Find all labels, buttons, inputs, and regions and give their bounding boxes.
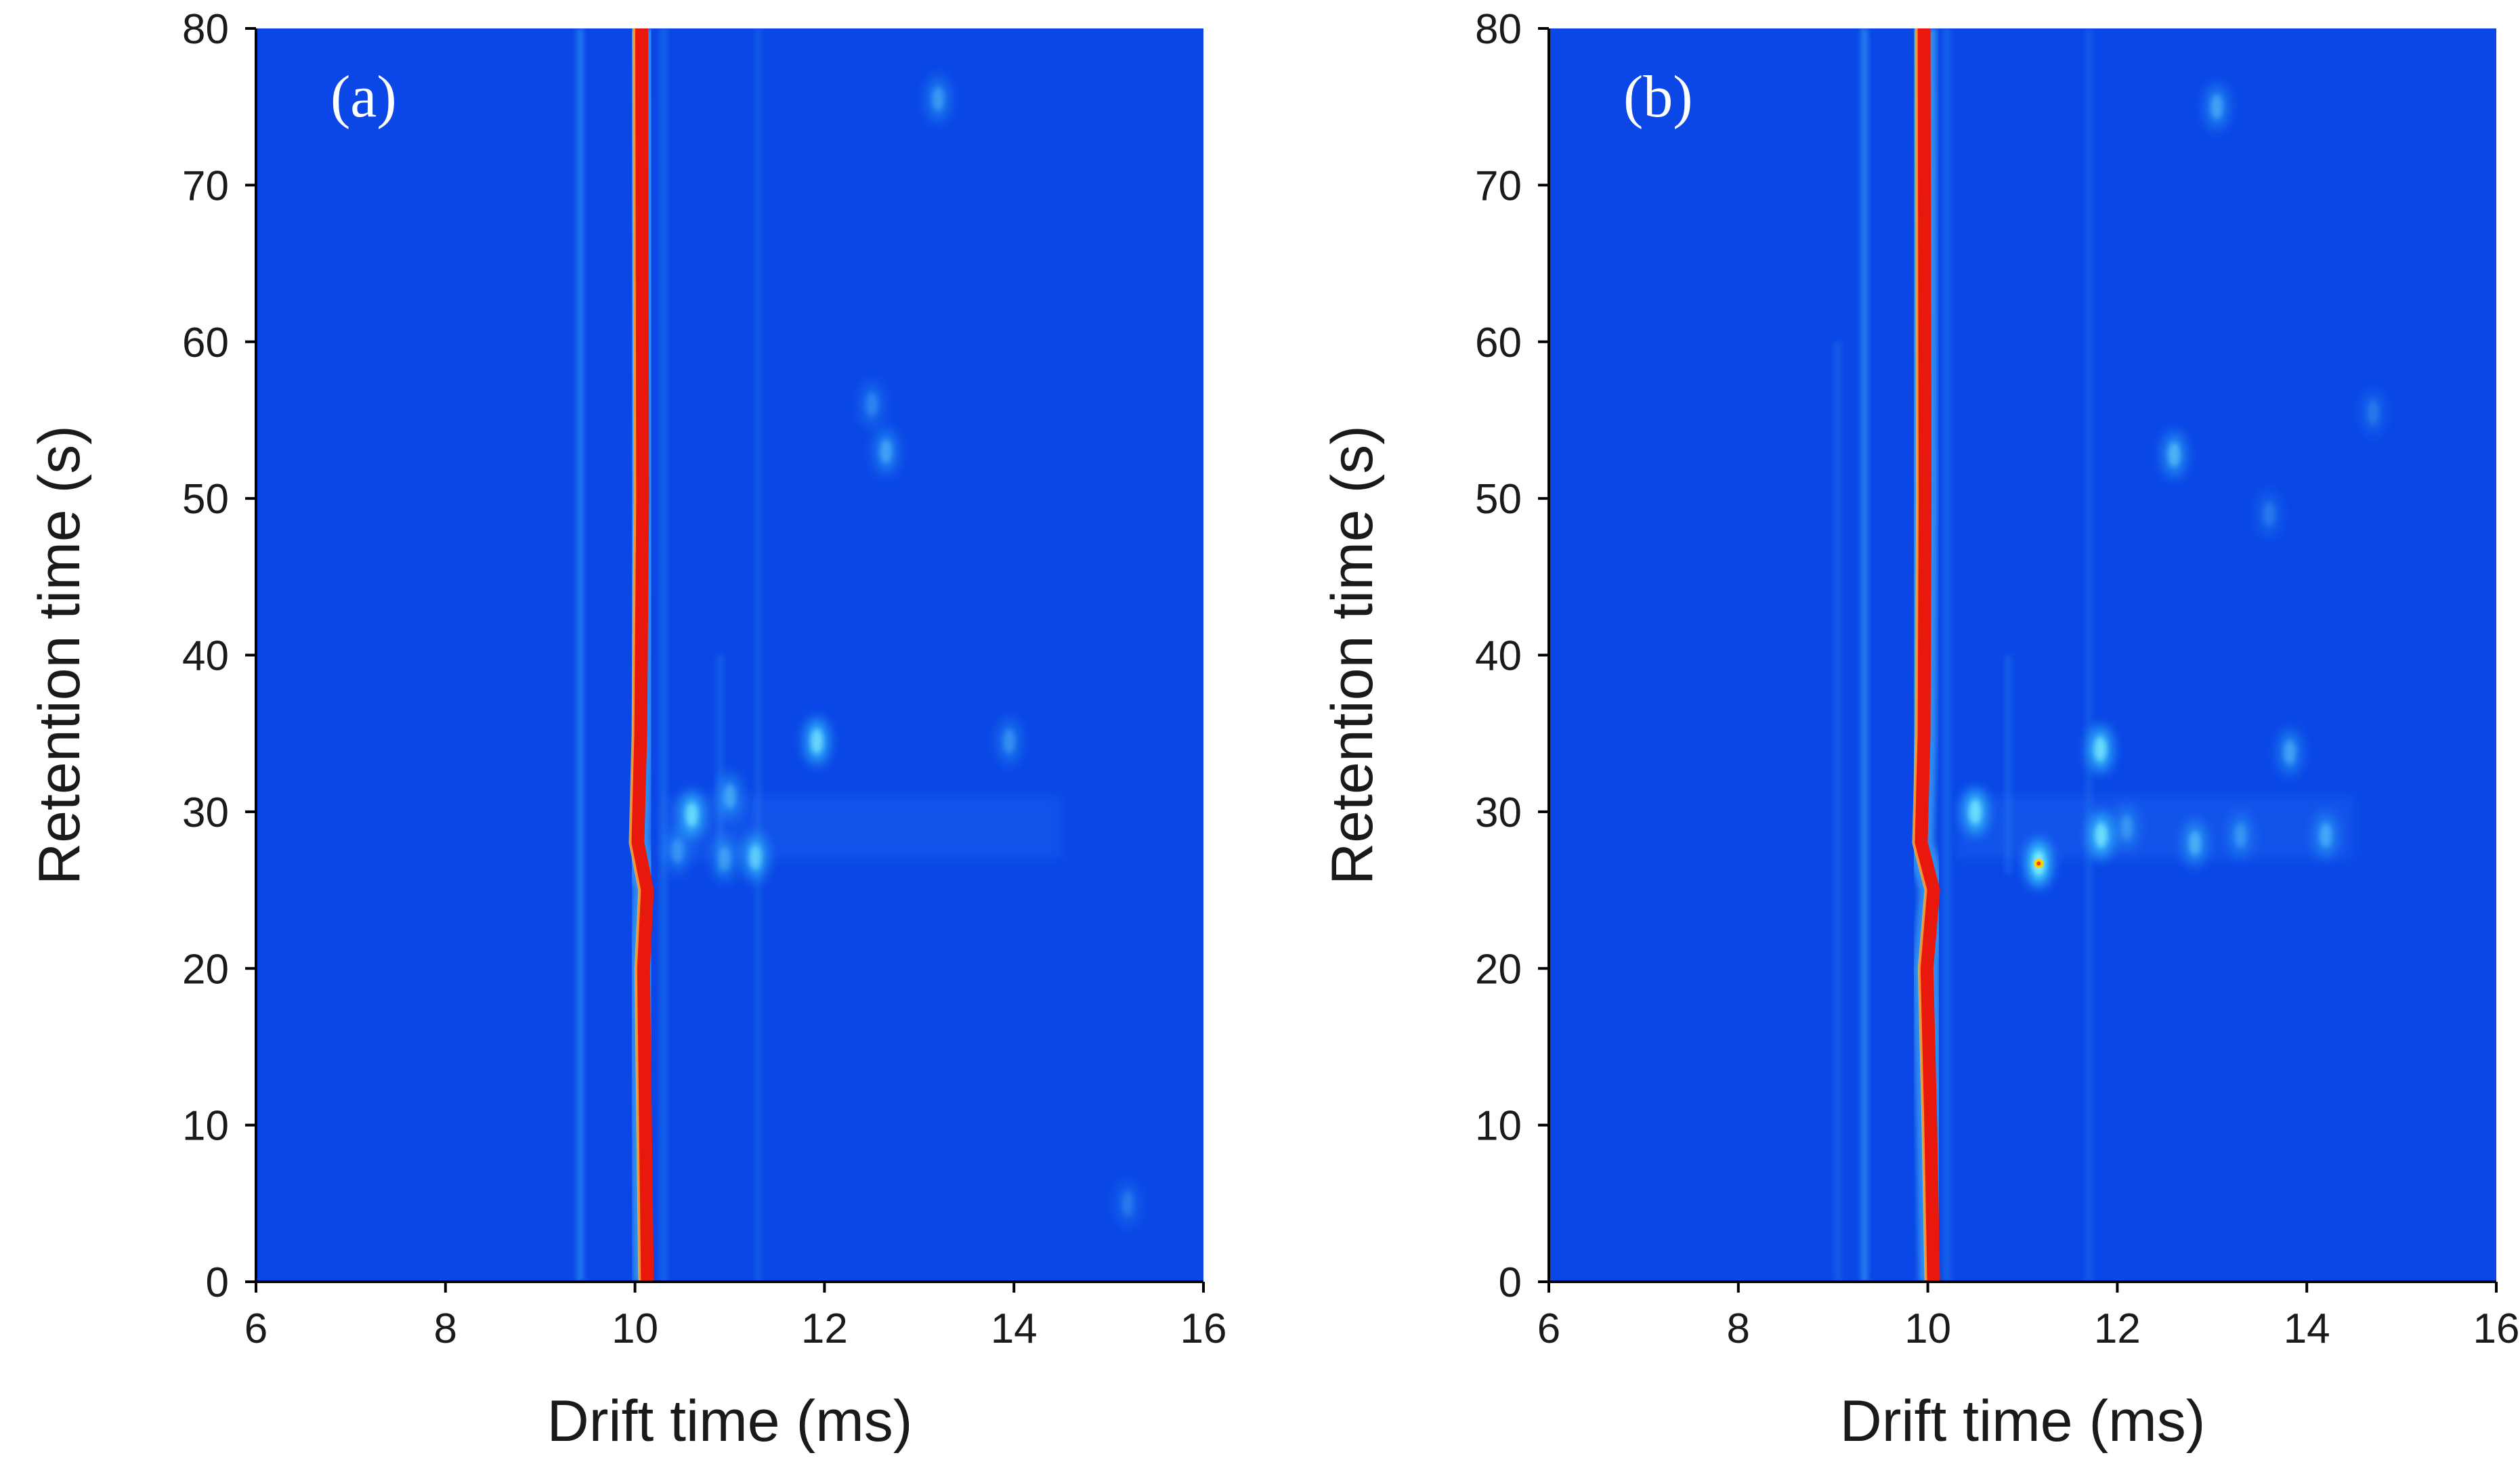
signal-spot [712, 836, 738, 882]
heatmap-area [256, 28, 1203, 1282]
y-tick-label: 20 [1475, 946, 1522, 993]
y-tick-label: 80 [182, 6, 229, 53]
drift-streak [1943, 28, 1950, 1282]
y-tick-label: 70 [1475, 163, 1522, 209]
signal-spot [997, 718, 1022, 764]
panel-label: (a) [330, 64, 397, 130]
signal-spot [859, 381, 884, 428]
signal-spot [2183, 820, 2208, 867]
x-axis-title: Drift time (ms) [547, 1389, 913, 1454]
y-tick-label: 50 [1475, 476, 1522, 523]
drift-streak [660, 28, 667, 1282]
signal-spot [743, 834, 768, 880]
reactant-ion-peak-edge [628, 28, 641, 1282]
signal-spot [2257, 491, 2282, 538]
x-tick-label: 14 [991, 1305, 1038, 1352]
y-tick-label: 80 [1475, 6, 1522, 53]
x-tick-label: 6 [244, 1305, 268, 1352]
drift-streak [576, 28, 584, 1282]
y-tick-label: 10 [182, 1103, 229, 1150]
signal-spot [2088, 726, 2113, 773]
y-tick-label: 70 [182, 163, 229, 209]
signal-spot [2278, 729, 2303, 775]
signal-spot [2228, 812, 2253, 859]
drift-streak [754, 28, 762, 1282]
y-tick-label: 40 [182, 633, 229, 680]
y-tick-label: 50 [182, 476, 229, 523]
x-tick-label: 12 [801, 1305, 848, 1352]
drift-streak [1860, 28, 1868, 1282]
signal-spot [2361, 389, 2386, 435]
y-tick-label: 30 [1475, 790, 1522, 836]
drift-streak [2005, 655, 2012, 875]
reactant-ion-peak-edge [1912, 28, 1927, 1282]
y-tick-label: 10 [1475, 1103, 1522, 1150]
y-axis-title: Retention time (s) [27, 425, 92, 885]
drift-streak [1834, 341, 1841, 1282]
panel-label: (b) [1623, 64, 1693, 130]
drift-streak [2085, 28, 2093, 1282]
panel-a: (a) 6 8 10 12 14 16 0 10 20 30 40 50 60 70 80 Drift t… [27, 6, 1226, 1454]
y-tick-label: 30 [182, 790, 229, 836]
signal-spot [805, 718, 830, 764]
x-tick-label: 10 [612, 1305, 658, 1352]
drift-streak [717, 655, 724, 875]
heatmap-area [1549, 28, 2496, 1282]
signal-spot [874, 428, 899, 475]
reactant-ion-peak [629, 28, 654, 1282]
signal-spot [1963, 788, 1988, 835]
signal-spot [2026, 840, 2051, 887]
heatmap-background [256, 28, 1203, 1282]
x-tick-label: 16 [1180, 1305, 1227, 1352]
y-axis: 0 10 20 30 40 50 60 70 80 [1475, 6, 1550, 1306]
x-tick-label: 8 [1727, 1305, 1750, 1352]
y-tick-label: 60 [1475, 320, 1522, 366]
y-tick-label: 20 [182, 946, 229, 993]
y-axis-title: Retention time (s) [1320, 425, 1385, 885]
signal-spot [665, 827, 690, 874]
background-band [1956, 796, 2355, 859]
x-axis: 6 8 10 12 14 16 [1537, 1280, 2520, 1352]
signal-spot [679, 792, 704, 838]
signal-spot [1115, 1180, 1140, 1227]
heatmap-background [1549, 28, 2496, 1282]
panel-b: (b) 6 8 10 12 14 16 0 10 20 30 40 50 60 70 80 Drift t… [1320, 6, 2519, 1454]
x-tick-label: 8 [434, 1305, 457, 1352]
signal-spot [2204, 83, 2229, 130]
x-axis: 6 8 10 12 14 16 [244, 1280, 1227, 1352]
y-tick-label: 0 [206, 1259, 229, 1306]
signal-spot [2114, 804, 2139, 851]
x-tick-label: 6 [1537, 1305, 1560, 1352]
signal-spot [717, 773, 742, 819]
signal-spot [926, 76, 951, 123]
y-axis: 0 10 20 30 40 50 60 70 80 [182, 6, 257, 1306]
x-tick-label: 12 [2094, 1305, 2141, 1352]
reactant-ion-peak [1913, 28, 1940, 1282]
signal-spot [2162, 431, 2187, 478]
signal-spot [2313, 812, 2339, 859]
y-tick-label: 0 [1499, 1259, 1522, 1306]
x-tick-label: 16 [2473, 1305, 2520, 1352]
x-tick-label: 10 [1904, 1305, 1951, 1352]
x-axis-title: Drift time (ms) [1840, 1389, 2206, 1454]
y-tick-label: 60 [182, 320, 229, 366]
y-tick-label: 40 [1475, 633, 1522, 680]
x-tick-label: 14 [2284, 1305, 2330, 1352]
signal-spot [2089, 812, 2114, 859]
